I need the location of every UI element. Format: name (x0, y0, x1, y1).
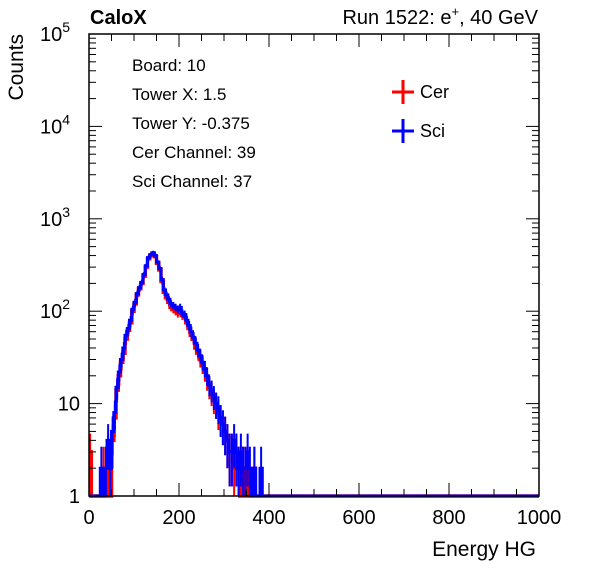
x-tick-label: 800 (432, 507, 465, 529)
legend-cer-label: Cer (420, 82, 449, 102)
info-box-background (118, 48, 358, 198)
y-tick-label: 104 (40, 111, 70, 138)
series-layer (89, 250, 539, 498)
x-tick-label: 1000 (517, 507, 562, 529)
legend-sci-label: Sci (420, 121, 445, 141)
legend: Cer Sci (392, 80, 449, 143)
info-line-cer-channel: Cer Channel: 39 (132, 143, 256, 162)
run-label-suffix: , 40 GeV (459, 7, 539, 29)
run-label-main: Run 1522: e (342, 7, 451, 29)
y-tick-label: 102 (40, 296, 70, 323)
info-line-board: Board: 10 (132, 56, 206, 75)
info-line-tower-y: Tower Y: -0.375 (132, 114, 250, 133)
info-box: Board: 10 Tower X: 1.5 Tower Y: -0.375 C… (118, 48, 358, 198)
x-tick-label: 600 (342, 507, 375, 529)
y-tick-label: 1 (69, 486, 80, 508)
y-tick-label: 103 (40, 204, 70, 231)
y-axis-label: Counts (5, 34, 28, 101)
info-line-tower-x: Tower X: 1.5 (132, 85, 227, 104)
x-axis-label: Energy HG (432, 538, 536, 561)
x-tick-label: 0 (83, 507, 94, 529)
y-tick-label: 10 (58, 394, 80, 416)
legend-entry-sci: Sci (392, 119, 445, 143)
y-tick-label: 105 (40, 19, 70, 46)
run-label: Run 1522: e+, 40 GeV (342, 4, 538, 29)
legend-entry-cer: Cer (392, 80, 449, 104)
info-line-sci-channel: Sci Channel: 37 (132, 172, 252, 191)
series-sci-line (89, 251, 539, 498)
run-label-sup: + (451, 4, 459, 19)
tick-layer: 0 200 400 600 800 1000 1 10 102 103 104 105 (40, 19, 561, 529)
x-tick-label: 200 (162, 507, 195, 529)
x-tick-label: 400 (252, 507, 285, 529)
experiment-label: CaloX (90, 7, 147, 29)
plot-frame (88, 33, 540, 497)
series-cer-line (89, 251, 539, 498)
